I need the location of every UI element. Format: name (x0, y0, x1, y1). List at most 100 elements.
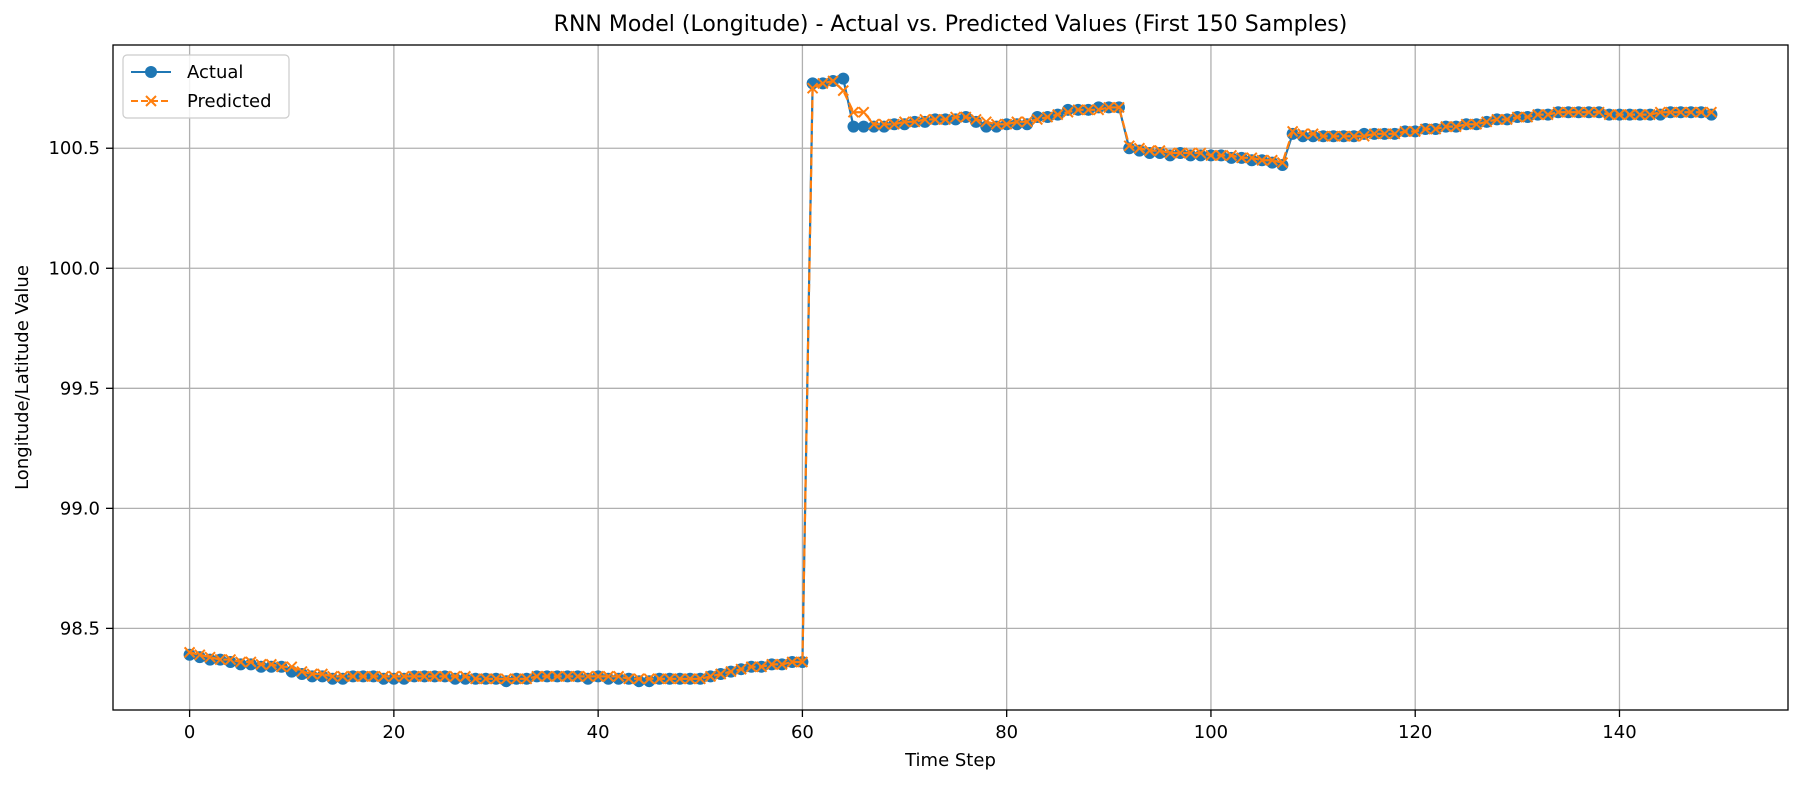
data-point-predicted (623, 673, 635, 685)
data-point-predicted (612, 670, 625, 683)
data-point-predicted (1664, 106, 1677, 118)
x-tick-label: 60 (791, 722, 814, 743)
data-point-predicted (929, 113, 941, 126)
data-point-actual (1123, 142, 1136, 155)
data-point-predicted (1174, 147, 1187, 159)
data-point-actual (387, 672, 400, 685)
data-point-actual (1225, 151, 1238, 164)
data-point-predicted (837, 84, 849, 97)
data-point-actual (1654, 108, 1667, 121)
data-point-predicted (1399, 125, 1411, 138)
data-point-predicted (1143, 144, 1156, 157)
data-point-actual (265, 660, 278, 673)
data-point-predicted (1613, 108, 1626, 121)
data-point-predicted (541, 670, 553, 683)
data-point-actual (449, 672, 462, 685)
data-point-actual (244, 658, 257, 671)
x-tick-label: 20 (382, 722, 405, 743)
data-point-predicted (388, 670, 400, 683)
data-point-predicted (1675, 106, 1687, 118)
data-point-actual (1092, 101, 1105, 114)
data-point-predicted (663, 673, 676, 685)
data-point-predicted (796, 656, 809, 668)
data-point-predicted (306, 668, 318, 680)
data-point-predicted (1348, 130, 1360, 142)
data-point-predicted (194, 649, 206, 661)
legend-box (122, 54, 290, 119)
data-point-predicted (347, 670, 359, 683)
data-point-predicted (204, 651, 216, 663)
data-point-actual (970, 115, 983, 128)
data-point-predicted (1092, 104, 1105, 116)
legend-actual-label: Actual (187, 62, 243, 83)
y-tick-label: 100.5 (48, 138, 100, 159)
data-point-actual (224, 655, 237, 668)
data-point-actual (847, 120, 860, 133)
series-line-actual (189, 77, 1712, 683)
data-point-predicted (1440, 120, 1452, 133)
data-point-actual (949, 113, 962, 126)
data-point-predicted (561, 670, 574, 683)
data-point-predicted (1460, 118, 1472, 130)
data-point-predicted (817, 77, 829, 90)
data-point-predicted (245, 656, 257, 668)
data-point-predicted (408, 670, 421, 683)
data-point-predicted (520, 673, 533, 685)
series-markers-actual (183, 72, 1718, 688)
data-point-predicted (1572, 106, 1585, 118)
data-point-predicted (234, 656, 247, 668)
data-point-predicted (1562, 106, 1575, 118)
data-point-predicted (1501, 113, 1513, 126)
plot-frame (112, 44, 1789, 711)
data-point-actual (1245, 154, 1258, 167)
y-tick-label: 99.0 (60, 498, 100, 519)
x-tick-label: 140 (1602, 722, 1636, 743)
data-point-predicted (674, 673, 686, 685)
data-point-predicted (980, 116, 992, 128)
data-point-predicted (888, 118, 901, 130)
legend-predicted-marker (145, 95, 157, 107)
data-point-predicted (1000, 118, 1013, 130)
y-axis-label: Longitude/Latitude Value (12, 265, 33, 490)
data-point-predicted (1286, 125, 1299, 138)
x-tick-label: 80 (995, 722, 1018, 743)
data-point-predicted (1276, 156, 1289, 169)
y-tick-label: 99.5 (60, 378, 100, 399)
data-point-predicted (1419, 123, 1432, 135)
data-point-predicted (1654, 106, 1667, 118)
data-point-predicted (1103, 101, 1115, 114)
data-point-predicted (1052, 108, 1064, 121)
data-point-actual (500, 675, 513, 688)
data-point-actual (581, 672, 594, 685)
data-point-predicted (337, 670, 349, 683)
data-point-predicted (1552, 106, 1564, 118)
data-point-predicted (1429, 123, 1442, 135)
axis-ticks: 0 20 40 60 80 100 120 140 98.5 99.0 99.5 100.0 100.5 (48, 138, 1636, 743)
data-point-predicted (459, 670, 472, 683)
data-point-actual (878, 120, 891, 133)
data-point-predicted (1338, 130, 1350, 142)
data-point-predicted (572, 670, 584, 683)
data-point-predicted (1123, 140, 1135, 152)
data-point-predicted (183, 646, 196, 659)
data-point-predicted (367, 670, 380, 683)
data-point-predicted (1685, 106, 1697, 118)
legend-actual-marker (145, 66, 157, 78)
data-point-predicted (714, 668, 727, 680)
data-point-predicted (725, 665, 737, 678)
data-point-predicted (878, 118, 890, 130)
data-point-actual (398, 672, 411, 685)
data-point-predicted (1307, 128, 1319, 140)
legend-item-actual: Actual (131, 62, 243, 83)
data-point-predicted (316, 668, 329, 680)
data-point-predicted (1695, 106, 1707, 118)
data-point-predicted (469, 673, 482, 685)
data-point-predicted (755, 661, 768, 673)
data-point-predicted (1583, 106, 1595, 118)
data-point-predicted (1480, 116, 1493, 128)
data-point-predicted (602, 670, 615, 683)
data-point-predicted (326, 670, 339, 683)
data-point-predicted (1133, 142, 1146, 154)
data-point-actual (295, 667, 308, 680)
data-point-predicted (1021, 116, 1033, 128)
